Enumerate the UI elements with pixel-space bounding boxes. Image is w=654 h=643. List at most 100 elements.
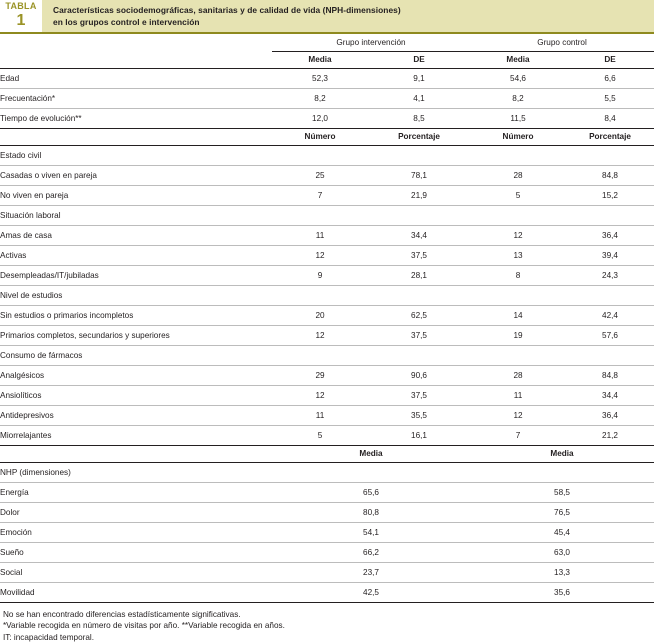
table-row: Movilidad 42,5 35,6: [0, 582, 654, 602]
cell-intervention-porcentaje: 90,6: [368, 365, 470, 385]
group-header-row: Grupo intervención Grupo control: [0, 34, 654, 51]
section-label: NHP (dimensiones): [0, 462, 654, 482]
table-title-box: Características sociodemográficas, sanit…: [42, 0, 654, 32]
cell-intervention-numero: 20: [272, 305, 368, 325]
cell-intervention-numero: 9: [272, 265, 368, 285]
cell-intervention-porcentaje: 35,5: [368, 405, 470, 425]
cell-control-porcentaje: 36,4: [566, 225, 654, 245]
table-row: Frecuentación* 8,2 4,1 8,2 5,5: [0, 88, 654, 108]
cell-intervention-de: 4,1: [368, 88, 470, 108]
row-label: Edad: [0, 68, 272, 88]
table-row: Primarios completos, secundarios y super…: [0, 325, 654, 345]
cell-control-numero: 5: [470, 185, 566, 205]
cell-intervention-numero: 25: [272, 165, 368, 185]
characteristics-table: Grupo intervención Grupo control Media D…: [0, 34, 654, 603]
section-label: Nivel de estudios: [0, 285, 654, 305]
cell-control-de: 5,5: [566, 88, 654, 108]
subheader-row-numero-porcentaje: Número Porcentaje Número Porcentaje: [0, 128, 654, 145]
table-title-line-1: Características sociodemográficas, sanit…: [53, 5, 654, 17]
table-row: Dolor 80,8 76,5: [0, 502, 654, 522]
row-label: Ansiolíticos: [0, 385, 272, 405]
cell-control-media: 54,6: [470, 68, 566, 88]
cell-control-numero: 28: [470, 165, 566, 185]
cell-intervention-de: 9,1: [368, 68, 470, 88]
cell-control-de: 8,4: [566, 108, 654, 128]
section-label: Consumo de fármacos: [0, 345, 654, 365]
row-label: Sueño: [0, 542, 272, 562]
col-header-control-de: DE: [566, 51, 654, 68]
table-row: Energía 65,6 58,5: [0, 482, 654, 502]
cell-intervention-porcentaje: 28,1: [368, 265, 470, 285]
cell-nhp-control: 45,4: [470, 522, 654, 542]
cell-nhp-intervention: 42,5: [272, 582, 470, 602]
cell-intervention-porcentaje: 37,5: [368, 245, 470, 265]
table-title-line-2: en los grupos control e intervención: [53, 17, 654, 29]
cell-control-numero: 28: [470, 365, 566, 385]
cell-intervention-media: 8,2: [272, 88, 368, 108]
cell-control-numero: 14: [470, 305, 566, 325]
cell-intervention-de: 8,5: [368, 108, 470, 128]
col-header-intervention-numero: Número: [272, 128, 368, 145]
cell-intervention-numero: 5: [272, 425, 368, 445]
row-label: Movilidad: [0, 582, 272, 602]
row-label: Frecuentación*: [0, 88, 272, 108]
cell-control-numero: 19: [470, 325, 566, 345]
cell-nhp-intervention: 65,6: [272, 482, 470, 502]
section-header-row: Nivel de estudios: [0, 285, 654, 305]
footnote-line-3: IT: incapacidad temporal.: [3, 632, 654, 643]
table-row: Sueño 66,2 63,0: [0, 542, 654, 562]
cell-control-porcentaje: 21,2: [566, 425, 654, 445]
row-label: Social: [0, 562, 272, 582]
cell-control-numero: 12: [470, 405, 566, 425]
cell-intervention-porcentaje: 78,1: [368, 165, 470, 185]
cell-nhp-control: 63,0: [470, 542, 654, 562]
cell-control-numero: 11: [470, 385, 566, 405]
table-row: Antidepresivos 11 35,5 12 36,4: [0, 405, 654, 425]
row-label: Activas: [0, 245, 272, 265]
row-label: No viven en pareja: [0, 185, 272, 205]
cell-control-porcentaje: 42,4: [566, 305, 654, 325]
section-header-row: Estado civil: [0, 145, 654, 165]
table-label-tabla: TABLA: [5, 1, 36, 12]
spacer-cell: [0, 34, 272, 51]
cell-intervention-numero: 12: [272, 245, 368, 265]
cell-nhp-control: 58,5: [470, 482, 654, 502]
col-header-control-numero: Número: [470, 128, 566, 145]
footnote-line-1: No se han encontrado diferencias estadís…: [3, 609, 654, 621]
group-header-intervention: Grupo intervención: [272, 34, 470, 51]
section-label: Situación laboral: [0, 205, 654, 225]
table-row: Ansiolíticos 12 37,5 11 34,4: [0, 385, 654, 405]
cell-intervention-porcentaje: 37,5: [368, 385, 470, 405]
table-row: Casadas o viven en pareja 25 78,1 28 84,…: [0, 165, 654, 185]
row-label: Desempleadas/IT/jubiladas: [0, 265, 272, 285]
table-row: Edad 52,3 9,1 54,6 6,6: [0, 68, 654, 88]
cell-nhp-intervention: 80,8: [272, 502, 470, 522]
row-label: Tiempo de evolución**: [0, 108, 272, 128]
cell-intervention-porcentaje: 21,9: [368, 185, 470, 205]
cell-nhp-intervention: 54,1: [272, 522, 470, 542]
cell-control-porcentaje: 57,6: [566, 325, 654, 345]
row-label: Emoción: [0, 522, 272, 542]
cell-control-media: 8,2: [470, 88, 566, 108]
subheader-row-media-de: Media DE Media DE: [0, 51, 654, 68]
cell-control-porcentaje: 15,2: [566, 185, 654, 205]
cell-nhp-control: 13,3: [470, 562, 654, 582]
row-label: Sin estudios o primarios incompletos: [0, 305, 272, 325]
cell-control-porcentaje: 39,4: [566, 245, 654, 265]
cell-control-porcentaje: 84,8: [566, 365, 654, 385]
cell-intervention-porcentaje: 62,5: [368, 305, 470, 325]
table-row: Emoción 54,1 45,4: [0, 522, 654, 542]
cell-nhp-intervention: 66,2: [272, 542, 470, 562]
row-label: Energía: [0, 482, 272, 502]
subheader-row-nhp-media: Media Media: [0, 445, 654, 462]
cell-control-numero: 8: [470, 265, 566, 285]
cell-intervention-numero: 29: [272, 365, 368, 385]
spacer-cell: [0, 128, 272, 145]
table-row: Activas 12 37,5 13 39,4: [0, 245, 654, 265]
table-row: Miorrelajantes 5 16,1 7 21,2: [0, 425, 654, 445]
cell-intervention-numero: 11: [272, 405, 368, 425]
cell-intervention-media: 52,3: [272, 68, 368, 88]
cell-intervention-numero: 11: [272, 225, 368, 245]
cell-intervention-media: 12,0: [272, 108, 368, 128]
cell-intervention-numero: 12: [272, 325, 368, 345]
